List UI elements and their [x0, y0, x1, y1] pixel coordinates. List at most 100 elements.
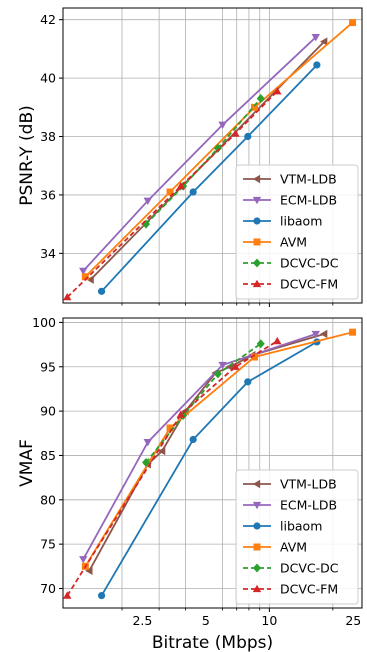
data-point-avm — [81, 273, 89, 281]
legend-label: VTM-LDB — [280, 477, 337, 492]
y-tick-label: 95 — [40, 359, 56, 374]
data-point-ecm-ldb — [79, 556, 88, 564]
legend-marker-libaom — [253, 522, 261, 530]
legend-label: DCVC-FM — [280, 582, 338, 597]
data-point-avm — [250, 103, 258, 111]
series-line-libaom — [100, 341, 318, 597]
y-tick-label: 36 — [40, 187, 56, 202]
series-line-dcvc-fm — [66, 340, 278, 597]
data-point-vtm-ldb — [320, 37, 328, 46]
data-point-libaom — [313, 61, 321, 69]
series-line-dcvc-dc — [145, 97, 262, 225]
panel-2: 70 75 80 85 90 95 100 2.5 5 10 25 VMAF Bitrate (Mbps… — [17, 315, 363, 652]
data-point-dcvc-fm — [176, 181, 185, 190]
legend-marker-vtm-ldb — [252, 174, 261, 184]
plot-frame — [62, 317, 363, 609]
legend-entry-ecm-ldb: ECM-LDB — [243, 498, 337, 513]
series-line-libaom — [100, 64, 318, 292]
y-tick-label: 42 — [40, 12, 56, 27]
data-point-ecm-ldb — [143, 439, 152, 447]
legend-marker-dcvc-dc — [253, 258, 261, 268]
series-line-avm — [84, 21, 354, 278]
y-tick-label: 100 — [32, 315, 56, 330]
series-dcvc-fm — [63, 87, 282, 301]
data-point-ecm-ldb — [218, 121, 227, 130]
series-line-ecm-ldb — [82, 333, 317, 560]
data-point-dcvc-dc — [213, 143, 222, 153]
y-tick-label: 90 — [40, 404, 56, 419]
data-point-avm — [166, 188, 174, 196]
y-tick-label: 80 — [40, 492, 56, 507]
y-tick-label: 38 — [40, 129, 56, 144]
legend-entry-vtm-ldb: VTM-LDB — [243, 477, 337, 492]
x-tick-label: 5 — [202, 613, 210, 628]
legend-marker-libaom — [253, 217, 261, 225]
plot-frame — [62, 7, 363, 304]
legend-marker-dcvc-fm — [252, 584, 262, 593]
legend-entry-dcvc-fm: DCVC-FM — [243, 582, 338, 597]
data-point-dcvc-fm — [176, 410, 185, 418]
plot-area — [63, 328, 357, 600]
data-point-dcvc-dc — [256, 339, 265, 349]
plot-area — [63, 19, 357, 301]
data-point-ecm-ldb — [79, 267, 88, 276]
x-tick-label: 10 — [261, 613, 277, 628]
y-tick-label: 70 — [40, 581, 56, 596]
series-line-avm — [84, 331, 353, 567]
data-point-ecm-ldb — [311, 34, 320, 42]
series-ecm-ldb — [79, 330, 320, 564]
data-point-dcvc-fm — [63, 591, 72, 599]
legend-marker-vtm-ldb — [252, 479, 261, 489]
legend-entry-libaom: libaom — [243, 214, 322, 229]
legend-label: DCVC-DC — [280, 561, 339, 576]
data-point-dcvc-dc — [256, 94, 265, 104]
data-point-ecm-ldb — [311, 330, 320, 339]
legend-label: DCVC-FM — [280, 277, 338, 292]
legend-marker-avm — [253, 543, 261, 551]
data-point-vtm-ldb — [320, 329, 328, 339]
data-point-ecm-ldb — [143, 197, 152, 205]
legend-entry-dcvc-dc: DCVC-DC — [243, 256, 339, 271]
y-tick-label: 75 — [40, 537, 56, 552]
data-point-dcvc-dc — [142, 458, 151, 468]
legend-label: ECM-LDB — [280, 193, 337, 208]
legend-label: libaom — [280, 214, 322, 229]
legend-label: ECM-LDB — [280, 498, 337, 513]
legend-entry-dcvc-dc: DCVC-DC — [243, 561, 339, 576]
legend-marker-ecm-ldb — [252, 501, 262, 510]
legend-entry-vtm-ldb: VTM-LDB — [243, 172, 337, 187]
data-point-libaom — [244, 378, 252, 386]
series-libaom — [97, 61, 321, 295]
legend-label: DCVC-DC — [280, 256, 339, 271]
data-point-ecm-ldb — [218, 361, 227, 370]
series-dcvc-dc — [142, 94, 265, 229]
series-libaom — [97, 338, 321, 600]
data-point-dcvc-fm — [273, 87, 282, 95]
data-point-dcvc-fm — [231, 129, 240, 137]
legend-marker-avm — [253, 238, 261, 246]
legend-entry-libaom: libaom — [243, 519, 322, 534]
data-point-vtm-ldb — [85, 566, 93, 575]
legend-entry-dcvc-fm: DCVC-FM — [243, 277, 338, 292]
x-tick-label: 2.5 — [132, 613, 152, 628]
data-point-libaom — [97, 287, 106, 295]
legend-entry-avm: AVM — [243, 540, 307, 555]
series-line-dcvc-fm — [66, 90, 278, 298]
y-tick-label: 85 — [40, 448, 56, 463]
series-ecm-ldb — [79, 34, 320, 276]
legend-entry-avm: AVM — [243, 235, 307, 250]
data-point-dcvc-fm — [231, 362, 240, 370]
series-line-ecm-ldb — [82, 36, 317, 272]
data-point-avm — [250, 353, 258, 361]
y-tick-label: 34 — [40, 246, 56, 261]
series-avm — [81, 19, 357, 281]
series-dcvc-fm — [63, 336, 282, 599]
y-tick-label: 40 — [40, 71, 56, 86]
legend-label: AVM — [280, 235, 307, 250]
legend: VTM-LDB ECM-LDB libaom AVM DCVC-DC DCVC-FM — [235, 164, 359, 300]
data-point-dcvc-dc — [213, 369, 222, 379]
panel-1: 34 36 38 40 42 PSNR-Y (dB) VTM-LDB ECM-LDB libao… — [17, 7, 363, 307]
legend-marker-dcvc-dc — [253, 563, 261, 573]
data-point-avm — [166, 424, 174, 432]
